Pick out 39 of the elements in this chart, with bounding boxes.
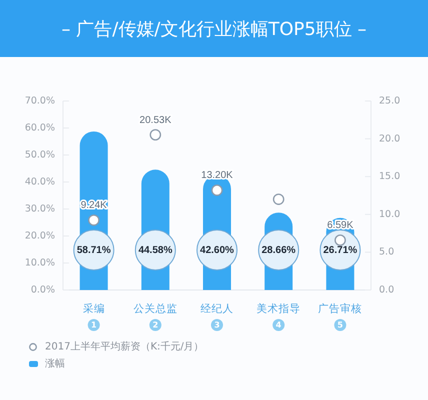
x-tick-label: 美术指导 [256, 302, 301, 315]
point [334, 234, 346, 246]
y2-tick-label: 20.0 [379, 133, 400, 144]
data-label: 6.59K [327, 220, 354, 232]
y-tick-label: 70.0% [24, 96, 55, 106]
data-label: 20.53K [140, 114, 172, 126]
data-label: 13.20K [201, 170, 234, 182]
point [88, 214, 100, 226]
point [211, 184, 223, 196]
data-label: 28.66% [262, 244, 296, 256]
y-tick-label: 10.0% [24, 258, 55, 268]
x-tick-label: 采编 [82, 302, 105, 315]
data-label: 42.60% [200, 244, 234, 256]
text: 4 [276, 320, 282, 330]
x-tick-label: 公关总监 [133, 302, 178, 315]
y-tick-label: 20.0% [24, 230, 55, 242]
y2-tick-label: 10.0 [379, 208, 400, 220]
y-tick-label: 0.0% [30, 284, 55, 296]
y2-tick-label: 5.0 [379, 246, 394, 258]
text: 3 [214, 320, 220, 330]
legend-label: 2017上半年平均薪资（K:千元/月） [45, 340, 204, 352]
x-tick-label: 经纪人 [200, 303, 234, 315]
legend-label: 涨幅 [45, 358, 65, 370]
data-label: 9.24K [80, 200, 108, 212]
y2-tick-label: 0.0 [379, 284, 394, 296]
text: 5 [337, 320, 344, 330]
data-label: 44.58% [138, 244, 172, 256]
y-tick-label: 30.0% [24, 204, 55, 214]
y-tick-label: 40.0% [24, 176, 55, 188]
text: 2 [152, 320, 158, 330]
y-tick-label: 60.0% [24, 122, 55, 134]
x-tick-label: 广告审核 [318, 302, 362, 315]
data-label: 58.71% [76, 244, 111, 256]
data-label: 26.71% [323, 244, 358, 256]
y2-tick-label: 15.0 [379, 171, 400, 182]
y2-tick-label: 25.0 [379, 96, 400, 106]
y-tick-label: 50.0% [24, 150, 55, 160]
text: 1 [91, 320, 98, 330]
chart-title: – 广告/传媒/文化行业涨幅TOP5职位 – [61, 18, 367, 40]
